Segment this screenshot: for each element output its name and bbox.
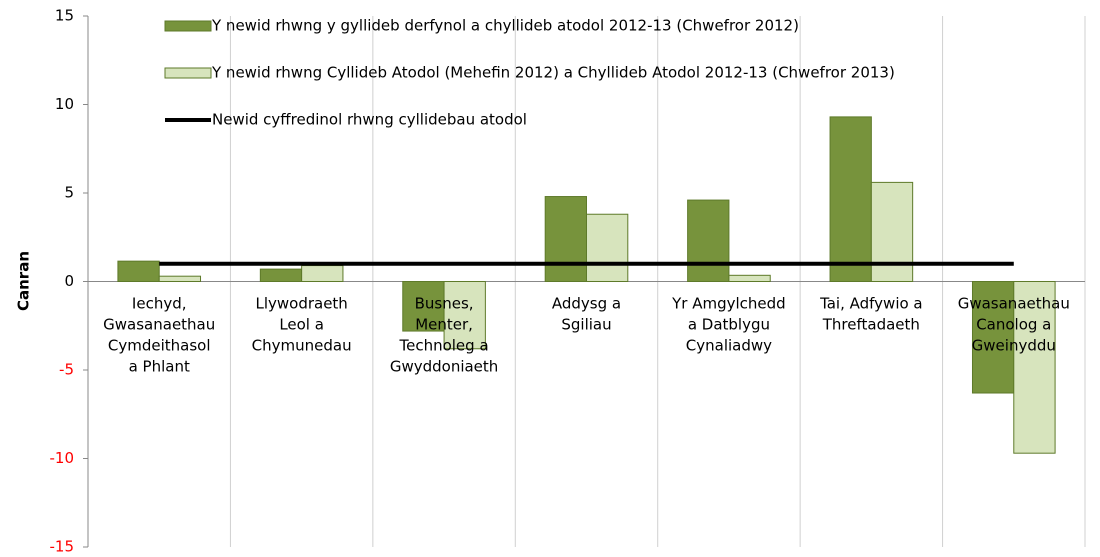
y-tick-label: 0: [64, 272, 74, 290]
x-tick-label: Gwasanaethau Canolog a Gweinyddu: [958, 294, 1070, 354]
x-tick-label-line: Threftadaeth: [822, 315, 920, 333]
x-tick-label-line: Menter,: [415, 315, 473, 333]
y-tick-label: -10: [50, 449, 75, 467]
x-tick-label-line: Yr Amgylchedd: [671, 294, 786, 312]
x-tick-label: Llywodraeth Leol a Chymunedau: [252, 294, 352, 354]
legend-label: Y newid rhwng Cyllideb Atodol (Mehefin 2…: [211, 64, 895, 82]
legend-swatch: [164, 67, 212, 79]
x-tick-label-line: Llywodraeth: [255, 294, 347, 312]
y-axis-title: Canran: [15, 251, 33, 311]
y-tick-label: 10: [55, 95, 74, 113]
bar: [687, 199, 730, 282]
x-tick-label-line: Sgiliau: [561, 315, 611, 333]
x-tick-label-line: Chymunedau: [252, 336, 352, 354]
y-tick-label: -5: [59, 361, 74, 379]
bar: [829, 116, 872, 282]
x-tick-label-line: a Datblygu: [688, 315, 770, 333]
x-tick-label-line: Addysg a: [552, 294, 621, 312]
bar: [301, 265, 344, 283]
bar: [544, 196, 588, 282]
legend-label: Y newid rhwng y gyllideb derfynol a chyl…: [211, 17, 799, 35]
x-tick-label-line: Iechyd,: [132, 294, 187, 312]
x-tick-label-line: Technoleg a: [398, 336, 488, 354]
bar: [402, 281, 445, 332]
x-tick-label: Addysg a Sgiliau: [552, 294, 621, 333]
bar: [870, 181, 914, 283]
x-tick-label-line: Cynaliadwy: [686, 336, 772, 354]
x-tick-label-line: Cymdeithasol: [108, 336, 211, 354]
legend-swatch: [164, 20, 212, 32]
x-tick-label-line: Gwasanaethau: [103, 315, 215, 333]
bar: [728, 274, 771, 282]
y-tick-label: 5: [64, 184, 74, 202]
bar: [158, 275, 202, 283]
bar: [1013, 281, 1056, 454]
bar: [971, 281, 1015, 394]
x-tick-label-line: Busnes,: [415, 294, 474, 312]
x-tick-label-line: Tai, Adfywio a: [819, 294, 923, 312]
x-tick-label: Busnes, Menter, Technoleg a Gwyddoniaeth: [390, 294, 498, 375]
x-tick-label: Yr Amgylchedd a Datblygu Cynaliadwy: [671, 294, 786, 354]
x-tick-label-line: Gweinyddu: [972, 336, 1056, 354]
x-tick-label-line: a Phlant: [129, 357, 190, 375]
bar: [586, 213, 629, 283]
y-tick-label: -15: [50, 538, 75, 556]
x-tick-label-line: Gwyddoniaeth: [390, 357, 498, 375]
x-tick-label: Tai, Adfywio a Threftadaeth: [819, 294, 923, 333]
x-tick-label: Iechyd, Gwasanaethau Cymdeithasol a Phlant: [103, 294, 215, 375]
bar: [259, 268, 303, 282]
bar: [117, 260, 160, 282]
x-tick-label-line: Canolog a: [976, 315, 1051, 333]
bar: [443, 281, 486, 350]
y-tick-label: 15: [55, 7, 74, 25]
x-tick-label-line: Leol a: [279, 315, 324, 333]
legend-label: Newid cyffredinol rhwng cyllidebau atodo…: [212, 111, 527, 129]
x-tick-label-line: Gwasanaethau: [958, 294, 1070, 312]
